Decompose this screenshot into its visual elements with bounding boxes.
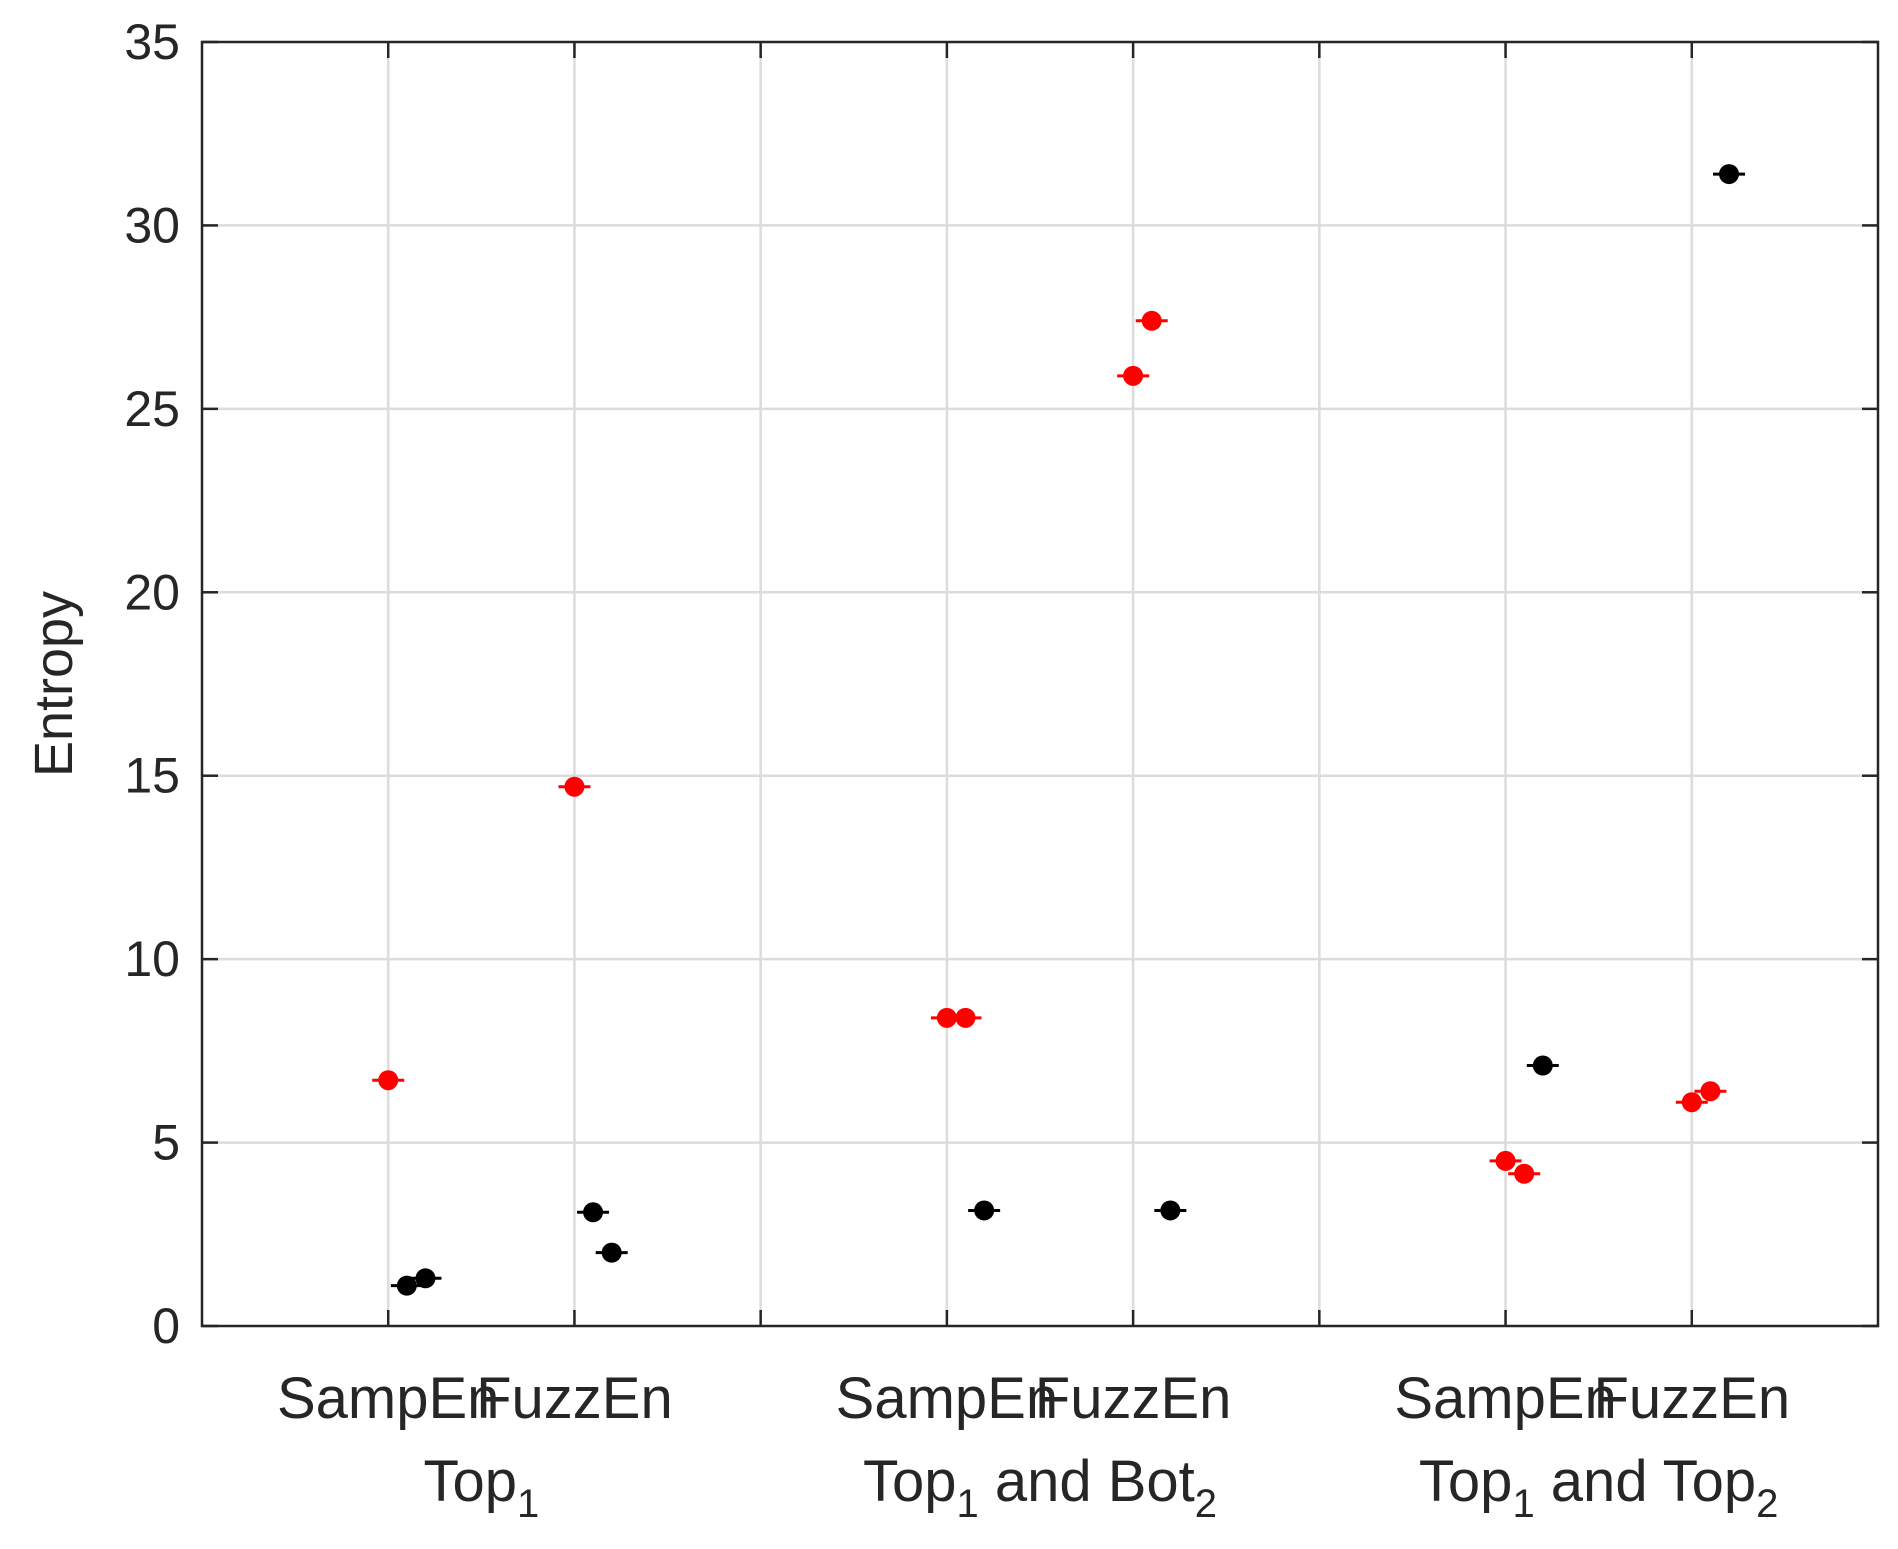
group-label: Top1 and Bot2 bbox=[863, 1449, 1217, 1526]
data-point-red bbox=[372, 1070, 405, 1091]
x-tick-label: SampEn bbox=[277, 1366, 499, 1431]
data-point-red bbox=[558, 776, 591, 797]
y-tick-label: 15 bbox=[124, 748, 180, 804]
data-point-black bbox=[595, 1242, 628, 1263]
y-tick-label: 35 bbox=[124, 14, 180, 70]
x-tick-label: FuzzEn bbox=[476, 1366, 673, 1431]
x-tick-label: FuzzEn bbox=[1593, 1366, 1790, 1431]
data-point-black bbox=[1713, 164, 1746, 185]
data-point-black bbox=[968, 1200, 1001, 1221]
y-tick-label: 20 bbox=[124, 564, 180, 620]
axis-ticks bbox=[202, 40, 1878, 1328]
group-label: Top1 and Top2 bbox=[1419, 1449, 1778, 1526]
data-point-black bbox=[1154, 1200, 1187, 1221]
data-point-black bbox=[577, 1202, 610, 1223]
y-tick-label: 5 bbox=[152, 1115, 180, 1171]
y-tick-label: 10 bbox=[124, 931, 180, 987]
data-point-red bbox=[1508, 1163, 1541, 1184]
data-point-black bbox=[1526, 1055, 1559, 1076]
y-tick-label: 0 bbox=[152, 1298, 180, 1354]
data-point-red bbox=[1675, 1092, 1708, 1113]
x-tick-label: FuzzEn bbox=[1035, 1366, 1232, 1431]
data-point-black bbox=[409, 1268, 442, 1289]
x-tick-label: SampEn bbox=[836, 1366, 1058, 1431]
plot-frame bbox=[200, 40, 1880, 1328]
x-tick-label: SampEn bbox=[1394, 1366, 1616, 1431]
y-tick-label: 30 bbox=[124, 197, 180, 253]
data-point-red bbox=[1117, 365, 1150, 386]
grid-lines bbox=[202, 42, 1878, 1326]
y-tick-label: 25 bbox=[124, 381, 180, 437]
data-points bbox=[372, 164, 1746, 1296]
data-point-red bbox=[1135, 310, 1168, 331]
data-point-red bbox=[1694, 1081, 1727, 1102]
group-label: Top1 bbox=[423, 1449, 539, 1526]
y-axis-label: Entropy bbox=[24, 591, 84, 777]
data-point-red bbox=[949, 1007, 982, 1028]
data-point-red bbox=[1489, 1150, 1522, 1171]
data-point-black bbox=[390, 1275, 423, 1296]
